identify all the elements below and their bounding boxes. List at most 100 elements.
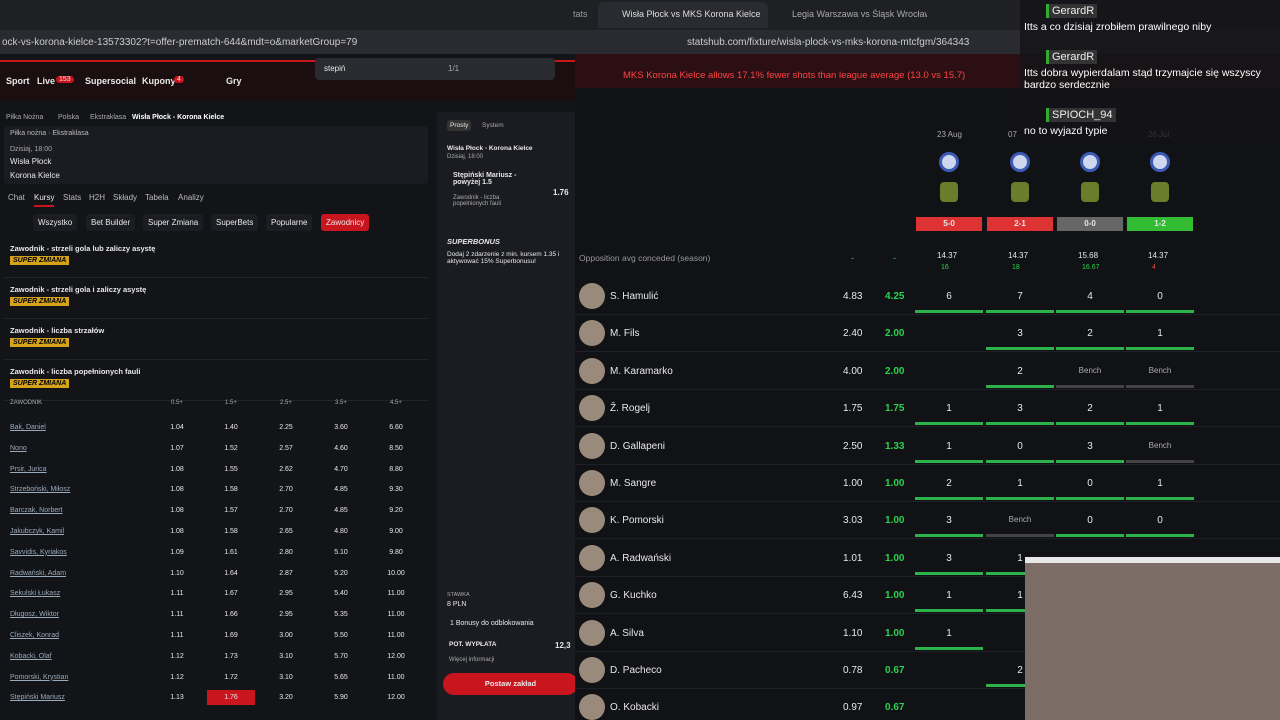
more-info[interactable]: Więcej informacji bbox=[449, 657, 495, 663]
player-name[interactable]: Strzeboński, Miłosz bbox=[10, 486, 71, 494]
odds[interactable]: 1.08 bbox=[170, 465, 184, 473]
odds[interactable]: 10.00 bbox=[387, 569, 405, 577]
tab[interactable]: Analizy bbox=[178, 193, 204, 202]
player-name[interactable]: Jakubczyk, Kamil bbox=[10, 528, 65, 535]
odds[interactable]: 5.90 bbox=[334, 694, 348, 702]
player-name[interactable]: Prsir, Jurica bbox=[10, 465, 47, 473]
odds[interactable]: 1.11 bbox=[170, 611, 184, 619]
odds[interactable]: 4.70 bbox=[334, 465, 348, 473]
tab[interactable]: Tabela bbox=[145, 193, 169, 202]
market-row[interactable] bbox=[4, 281, 428, 319]
odds[interactable]: 2.65 bbox=[279, 528, 293, 535]
odds[interactable]: 1.72 bbox=[224, 673, 238, 681]
breadcrumb[interactable]: Polska bbox=[58, 114, 80, 121]
market-row[interactable] bbox=[4, 240, 428, 278]
tab[interactable]: Kursy bbox=[34, 193, 55, 207]
odds[interactable]: 1.11 bbox=[170, 590, 184, 598]
odds[interactable]: 9.00 bbox=[389, 528, 403, 535]
odds[interactable]: 2.95 bbox=[279, 611, 293, 619]
odds[interactable]: 2.95 bbox=[279, 590, 293, 598]
player-name[interactable]: Bak, Daniel bbox=[10, 424, 46, 431]
odds[interactable]: 4.80 bbox=[334, 528, 348, 535]
odds[interactable]: 1.04 bbox=[170, 424, 184, 431]
player-name[interactable]: K. Pomorski bbox=[610, 515, 664, 527]
player-name[interactable]: G. Kuchko bbox=[610, 590, 657, 602]
odds[interactable]: 2.87 bbox=[279, 569, 293, 577]
odds[interactable]: 4.85 bbox=[334, 486, 348, 494]
odds[interactable]: 1.12 bbox=[170, 673, 184, 681]
player-name[interactable]: Ž. Rogelj bbox=[610, 403, 651, 415]
tab[interactable]: H2H bbox=[89, 193, 106, 202]
player-name[interactable]: Nono bbox=[10, 444, 27, 452]
filter[interactable]: Popularne bbox=[266, 214, 313, 231]
odds[interactable]: 1.61 bbox=[224, 548, 238, 556]
breadcrumb[interactable]: Ekstraklasa bbox=[90, 114, 127, 121]
url[interactable]: statshub.com/fixture/wisla-plock-vs-mks-… bbox=[687, 37, 970, 48]
odds[interactable]: 1.08 bbox=[170, 528, 184, 535]
nav-item[interactable]: Supersocial bbox=[85, 76, 137, 86]
tab-title[interactable]: Wisła Płock vs MKS Korona Kielce bbox=[622, 9, 761, 19]
odds[interactable]: 1.55 bbox=[224, 465, 238, 473]
odds[interactable]: 2.25 bbox=[279, 424, 293, 431]
odds[interactable]: 2.70 bbox=[279, 507, 293, 515]
odds[interactable]: 5.50 bbox=[334, 632, 348, 639]
market-row[interactable] bbox=[4, 322, 428, 360]
odds[interactable]: 4.85 bbox=[334, 507, 348, 515]
filter[interactable]: Zawodnicy bbox=[321, 214, 370, 231]
tab[interactable]: Chat bbox=[8, 193, 25, 202]
odds[interactable]: 1.67 bbox=[224, 590, 238, 598]
odds[interactable]: 5.35 bbox=[334, 611, 348, 619]
odds[interactable]: 8.80 bbox=[389, 465, 403, 473]
odds[interactable]: 1.40 bbox=[224, 424, 238, 431]
odds[interactable]: 12.00 bbox=[387, 694, 405, 702]
odds[interactable]: 11.00 bbox=[387, 632, 405, 639]
player-name[interactable]: Cliszek, Konrad bbox=[10, 632, 60, 639]
odds[interactable]: 9.80 bbox=[389, 548, 403, 556]
odds[interactable]: 4.60 bbox=[334, 444, 348, 452]
tab-title[interactable]: Legia Warszawa vs Śląsk Wrocław Li bbox=[792, 9, 927, 19]
market-row[interactable] bbox=[4, 363, 428, 401]
player-name[interactable]: Długosz, Wiktor bbox=[10, 611, 60, 619]
odds[interactable]: 9.30 bbox=[389, 486, 403, 494]
player-name[interactable]: Stępiński Mariusz bbox=[10, 694, 65, 702]
odds[interactable]: 3.10 bbox=[279, 673, 293, 681]
tab[interactable] bbox=[598, 2, 768, 28]
odds[interactable]: 1.57 bbox=[224, 507, 238, 515]
filter[interactable]: Wszystko bbox=[33, 214, 78, 231]
odds[interactable]: 1.52 bbox=[224, 444, 238, 452]
player-name[interactable]: S. Hamulić bbox=[610, 291, 659, 302]
odds[interactable]: 12.00 bbox=[387, 652, 405, 660]
odds[interactable]: 1.09 bbox=[170, 548, 184, 556]
odds[interactable]: 5.20 bbox=[334, 569, 348, 577]
player-name[interactable]: D. Gallapeni bbox=[610, 440, 666, 452]
player-name[interactable]: Kobacki, Olaf bbox=[10, 652, 52, 660]
odds[interactable]: 11.00 bbox=[387, 611, 405, 619]
tab[interactable]: Stats bbox=[63, 193, 82, 202]
odds[interactable]: 5.65 bbox=[334, 673, 348, 681]
odds[interactable]: 1.64 bbox=[224, 569, 238, 577]
mode[interactable]: System bbox=[482, 122, 504, 129]
odds[interactable]: 1.10 bbox=[170, 569, 184, 577]
odds[interactable]: 1.08 bbox=[170, 507, 184, 515]
odds[interactable]: 11.00 bbox=[387, 590, 405, 598]
player-name[interactable]: Pomorski, Krystian bbox=[10, 673, 69, 681]
player-name[interactable]: Sekulski Łukasz bbox=[10, 590, 61, 598]
url[interactable]: ock-vs-korona-kielce-13573302?t=offer-pr… bbox=[2, 37, 358, 48]
tab[interactable]: tats bbox=[573, 9, 588, 19]
odds[interactable]: 5.40 bbox=[334, 590, 348, 598]
player-name[interactable]: Barczak, Norbert bbox=[10, 507, 63, 515]
filter[interactable]: Super Zmiana bbox=[143, 214, 204, 231]
player-name[interactable]: Savvidis, Kyriakos bbox=[10, 548, 67, 556]
nav-item[interactable]: Gry bbox=[226, 76, 242, 86]
filter[interactable]: SuperBets bbox=[211, 214, 259, 231]
odds[interactable]: 9.20 bbox=[389, 507, 403, 515]
nav-item[interactable]: Sport bbox=[6, 76, 30, 86]
nav-item[interactable]: Live bbox=[37, 76, 56, 86]
place-bet[interactable]: Postaw zakład bbox=[443, 673, 575, 695]
odds[interactable]: 11.00 bbox=[387, 673, 405, 681]
tab[interactable]: Składy bbox=[113, 193, 138, 202]
mode[interactable]: Prosty bbox=[447, 120, 472, 131]
odds[interactable]: 1.13 bbox=[170, 694, 184, 702]
odds[interactable]: 2.70 bbox=[279, 486, 293, 494]
odds[interactable]: 2.62 bbox=[279, 465, 293, 473]
